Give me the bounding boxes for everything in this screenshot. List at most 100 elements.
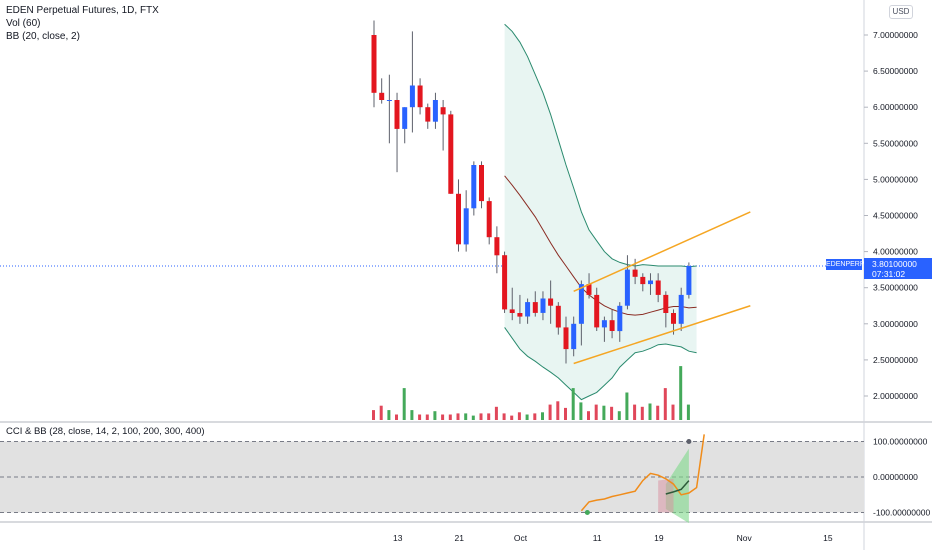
channel-lines <box>573 211 751 365</box>
candle-body[interactable] <box>486 201 492 238</box>
candle-body[interactable] <box>632 269 638 277</box>
chart-title[interactable]: EDEN Perpetual Futures, 1D, FTX <box>6 5 159 16</box>
cci-bb-fill-red <box>658 478 674 513</box>
volume-bar <box>617 411 621 420</box>
candle-body[interactable] <box>640 276 646 285</box>
candle-body[interactable] <box>671 313 676 324</box>
candle-body[interactable] <box>509 309 515 313</box>
volume-bars <box>372 366 690 420</box>
chart-legend: EDEN Perpetual Futures, 1D, FTX Vol (60)… <box>6 4 159 43</box>
volume-bar <box>464 413 468 420</box>
volume-bar <box>571 388 575 420</box>
volume-bar <box>671 404 675 420</box>
candle-body[interactable] <box>548 298 554 306</box>
price-tick-label: 3.00000000 <box>873 319 918 329</box>
cci-low-dot <box>584 510 590 515</box>
candle-body[interactable] <box>571 323 577 350</box>
currency-badge[interactable]: USD <box>889 5 913 19</box>
last-price: 3.80100000 <box>872 259 917 269</box>
candle-body[interactable] <box>440 107 446 115</box>
candle-body[interactable] <box>655 280 661 295</box>
cci-tick-label: 100.00000000 <box>873 437 928 447</box>
price-tick-label: 3.50000000 <box>873 283 918 293</box>
candle-body[interactable] <box>409 85 415 108</box>
volume-bar <box>448 414 452 420</box>
candle-body[interactable] <box>463 208 469 245</box>
channel-lower-line[interactable] <box>573 305 751 365</box>
volume-bar <box>410 410 414 420</box>
candle-body[interactable] <box>663 294 669 313</box>
volume-bar <box>479 413 483 420</box>
candle-body[interactable] <box>379 92 385 100</box>
volume-bar <box>487 413 491 420</box>
bollinger-bands <box>504 23 697 401</box>
candle-body[interactable] <box>609 320 615 331</box>
volume-bar <box>633 404 637 420</box>
candle-body[interactable] <box>394 100 400 129</box>
candle-body[interactable] <box>432 100 438 122</box>
volume-bar <box>587 411 590 420</box>
volume-bar <box>387 410 391 420</box>
candle-body[interactable] <box>456 193 461 245</box>
cci-legend[interactable]: CCI & BB (28, close, 14, 2, 100, 200, 30… <box>6 426 205 437</box>
volume-bar <box>533 413 537 420</box>
candle-body[interactable] <box>471 165 477 209</box>
candle-body[interactable] <box>624 269 630 306</box>
candle-body[interactable] <box>648 280 653 285</box>
volume-bar <box>640 406 644 420</box>
cci-ma-line <box>665 480 690 495</box>
volume-bar <box>579 402 583 420</box>
candle-body[interactable] <box>517 313 523 317</box>
price-tick-label: 2.00000000 <box>873 391 918 401</box>
candle-body[interactable] <box>678 294 684 324</box>
price-tick-label: 4.50000000 <box>873 211 918 221</box>
volume-bar <box>525 414 529 420</box>
candle-body[interactable] <box>601 320 607 328</box>
candle-body[interactable] <box>532 302 538 313</box>
candle-body[interactable] <box>417 85 423 108</box>
time-tick-label: 19 <box>654 533 664 543</box>
cci-line <box>580 434 705 512</box>
candle-body[interactable] <box>425 107 431 122</box>
volume-bar <box>594 404 598 420</box>
channel-upper-line[interactable] <box>573 211 751 292</box>
volume-bar <box>502 413 506 420</box>
candle-body[interactable] <box>502 255 508 310</box>
candle-body[interactable] <box>448 114 454 194</box>
time-tick-label: Nov <box>737 533 753 543</box>
bb-legend[interactable]: BB (20, close, 2) <box>6 31 80 42</box>
price-tick-label: 7.00000000 <box>873 30 918 40</box>
candle-body[interactable] <box>479 165 484 202</box>
volume-bar <box>556 401 560 420</box>
candle-body[interactable] <box>594 294 600 328</box>
volume-bar <box>679 366 683 420</box>
candle-body[interactable] <box>686 266 692 295</box>
candle-body[interactable] <box>563 327 569 350</box>
candle-body[interactable] <box>555 305 561 328</box>
volume-bar <box>395 414 398 420</box>
volume-bar <box>663 388 667 420</box>
volume-bar <box>686 404 690 420</box>
symbol-tag: EDENPERP <box>826 259 865 270</box>
volume-legend[interactable]: Vol (60) <box>6 18 41 29</box>
candle-body[interactable] <box>402 107 408 129</box>
candle-body[interactable] <box>586 284 592 295</box>
price-tick-label: 6.00000000 <box>873 102 918 112</box>
candle-body[interactable] <box>494 237 500 256</box>
candle-body[interactable] <box>386 100 392 101</box>
candle-body[interactable] <box>540 298 546 313</box>
volume-bar <box>510 415 514 420</box>
candle-body[interactable] <box>371 35 377 93</box>
time-tick-label: 21 <box>454 533 464 543</box>
last-price-tag: 3.80100000 07:31:02 <box>864 258 932 279</box>
cci-panel <box>0 434 864 524</box>
candle-body[interactable] <box>578 284 584 324</box>
candle-body[interactable] <box>525 302 531 317</box>
price-tick-label: 5.50000000 <box>873 138 918 148</box>
volume-bar <box>602 405 606 420</box>
bar-countdown: 07:31:02 <box>872 269 906 279</box>
time-tick-label: 13 <box>393 533 403 543</box>
bb-lower-line <box>504 327 697 401</box>
candle-body[interactable] <box>617 305 623 332</box>
